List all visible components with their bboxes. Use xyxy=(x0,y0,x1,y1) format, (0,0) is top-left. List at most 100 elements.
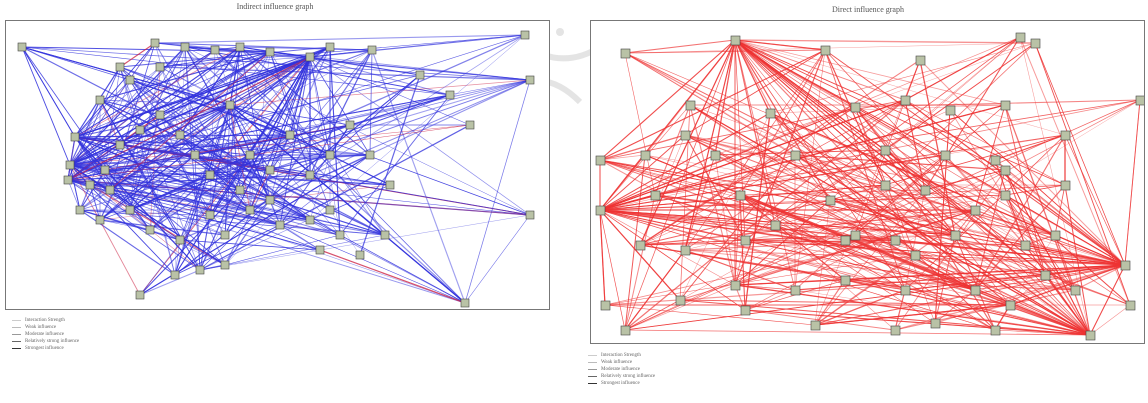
graph-node xyxy=(335,230,345,240)
influence-edge xyxy=(884,42,1036,151)
legend-row: Strongest influence xyxy=(588,380,655,387)
legend-row: Relatively strong influence xyxy=(12,338,79,345)
graph-node xyxy=(840,235,851,246)
influence-edge xyxy=(74,46,331,138)
influence-edge xyxy=(1024,244,1091,336)
influence-edge xyxy=(824,49,1091,336)
graph-node xyxy=(210,45,220,55)
influence-edge xyxy=(109,189,341,236)
influence-edge xyxy=(104,56,311,171)
influence-edge xyxy=(624,329,1091,336)
influence-edge xyxy=(67,124,471,181)
graph-node xyxy=(525,210,535,220)
influence-edge xyxy=(1004,194,1131,306)
edge-layer xyxy=(21,34,531,304)
legend-row: Interaction Strength xyxy=(588,352,655,359)
influence-edge xyxy=(974,184,1066,291)
influence-edge xyxy=(21,46,131,81)
influence-edge xyxy=(739,49,826,196)
influence-edge xyxy=(734,39,886,186)
influence-edge xyxy=(67,46,186,181)
influence-edge xyxy=(599,209,1091,336)
influence-edge xyxy=(854,99,1141,108)
legend-row: Strongest influence xyxy=(12,345,79,352)
influence-edge xyxy=(309,34,526,221)
graph-node xyxy=(100,165,110,175)
graph-node xyxy=(1040,270,1051,281)
influence-edge xyxy=(974,169,1006,291)
influence-edge xyxy=(67,179,531,216)
legend-label: Strongest influence xyxy=(601,381,640,386)
influence-edge xyxy=(199,124,471,271)
legend-swatch xyxy=(588,355,597,356)
graph-node xyxy=(325,150,335,160)
influence-edge xyxy=(829,36,1021,201)
influence-edge xyxy=(744,239,1076,291)
influence-edge xyxy=(829,199,1126,266)
graph-node xyxy=(1015,32,1026,43)
influence-edge xyxy=(774,149,886,226)
graph-node xyxy=(525,75,535,85)
graph-node xyxy=(1085,330,1096,341)
influence-edge xyxy=(339,234,466,304)
influence-edge xyxy=(684,49,826,251)
influence-edge xyxy=(119,66,176,276)
influence-edge xyxy=(599,39,736,211)
influence-edge xyxy=(99,99,161,116)
graph-node xyxy=(145,225,155,235)
graph-node xyxy=(1070,285,1081,296)
graph-node xyxy=(810,320,821,331)
influence-edge xyxy=(844,279,1091,336)
graph-node xyxy=(880,180,891,191)
graph-node xyxy=(105,185,115,195)
influence-edge xyxy=(139,46,331,131)
influence-edge xyxy=(309,56,471,126)
influence-edge xyxy=(734,39,1006,171)
influence-edge xyxy=(599,209,626,331)
influence-edge xyxy=(624,52,656,196)
influence-edge xyxy=(349,79,531,126)
graph-node xyxy=(900,95,911,106)
graph-node xyxy=(1060,130,1071,141)
legend-swatch xyxy=(12,348,21,349)
graph-node xyxy=(765,108,776,119)
influence-edge xyxy=(599,209,746,311)
influence-edge xyxy=(829,199,956,236)
influence-edge xyxy=(179,239,321,251)
graph-node xyxy=(345,120,355,130)
legend-label: Relatively strong influence xyxy=(25,339,80,344)
graph-node xyxy=(900,285,911,296)
influence-edge xyxy=(1124,99,1141,266)
legend-swatch xyxy=(12,341,21,342)
graph-node xyxy=(75,205,85,215)
graph-node xyxy=(650,190,661,201)
influence-edge xyxy=(67,56,311,181)
influence-edge xyxy=(309,79,531,176)
influence-edge xyxy=(744,309,1091,336)
left-legend: Interaction Strength Weak influence Mode… xyxy=(12,317,79,352)
graph-node xyxy=(190,150,200,160)
influence-edge xyxy=(974,209,1126,266)
influence-edge xyxy=(67,179,281,226)
influence-edge xyxy=(599,209,606,306)
influence-edge xyxy=(209,104,231,176)
influence-edge xyxy=(994,159,1126,266)
influence-edge xyxy=(654,134,1066,196)
influence-edge xyxy=(194,154,251,211)
influence-edge xyxy=(599,154,716,211)
influence-edge xyxy=(309,56,531,216)
influence-edge xyxy=(994,134,1066,161)
influence-edge xyxy=(99,99,331,211)
influence-edge xyxy=(624,154,646,331)
influence-edge xyxy=(734,39,1036,44)
influence-edge xyxy=(654,104,1006,196)
influence-edge xyxy=(79,46,331,211)
influence-edge xyxy=(604,254,916,306)
influence-edge xyxy=(229,104,281,226)
graph-node xyxy=(1005,300,1016,311)
influence-edge xyxy=(249,209,341,236)
graph-node xyxy=(225,100,235,110)
influence-edge xyxy=(329,209,361,256)
graph-node xyxy=(850,230,861,241)
influence-edge xyxy=(714,154,1091,336)
